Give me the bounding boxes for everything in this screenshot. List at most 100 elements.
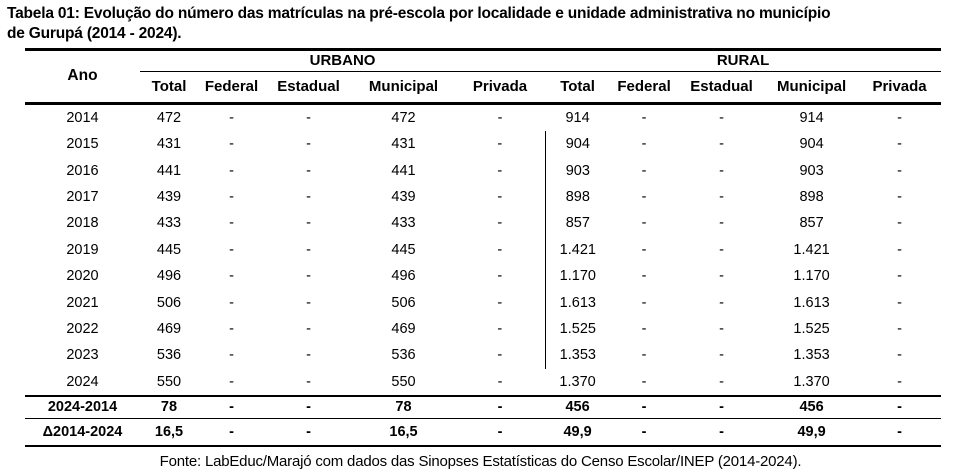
rural-total-cell: 1.421 [544,236,611,263]
table-row: 2022 469 - - 469 - 1.525 - - 1.525 - [25,315,941,343]
year-cell: 2016 [66,162,99,179]
rural-total-cell: 456 [545,395,611,419]
rural-federal-cell: - [641,189,647,206]
urbano-municipal-cell: 445 [391,241,416,258]
year-cell: 2018 [66,215,99,232]
source-note: Fonte: LabEduc/Marajó com dados das Sino… [159,452,802,470]
rural-municipal-cell: 914 [799,109,824,126]
urbano-estadual-cell: - [306,215,311,232]
table-row: 2020 496 - - 496 - 1.170 - - 1.170 - [25,263,941,290]
urbano-federal-cell: - [198,368,265,397]
year-cell: 2020 [66,268,99,285]
rural-total-cell: 898 [544,183,611,211]
rural-privada-cell: - [858,395,942,419]
table-row: 2023 536 - - 536 - 1.353 - - 1.353 - [25,342,941,369]
urbano-federal-cell: - [229,294,234,311]
rural-estadual-cell: - [719,109,724,126]
summary-label-cell: Δ2014-2024 [25,418,140,447]
rural-privada-cell: - [858,418,942,447]
summary-label-cell: 2024-2014 [25,395,140,419]
urbano-total-cell: 536 [156,347,182,364]
rural-estadual-cell: - [719,215,724,232]
urbano-privada-cell: - [455,368,546,397]
group-header-urbano: URBANO [140,47,546,72]
urbano-total-cell: 431 [156,136,182,153]
rural-municipal-cell: 1.370 [765,368,859,397]
urbano-municipal-cell: 550 [352,368,455,397]
table-row: 2014 472 - - 472 - 914 - - 914 - [25,103,941,131]
rural-privada-cell: - [897,162,902,179]
rural-privada-cell: - [897,136,902,153]
urbano-estadual-cell: - [306,320,311,337]
table-row: 2019 445 - - 445 - 1.421 - - 1.421 - [25,236,941,263]
urbano-privada-header: Privada [455,71,546,105]
urbano-estadual-cell: - [265,418,352,447]
rural-privada-cell: - [858,368,942,397]
summary-row: Δ2014-2024 16,5- -16,5-49,9- -49,9- [25,418,942,447]
urbano-total-cell: 472 [156,109,182,126]
rural-municipal-cell: 1.353 [793,347,830,364]
year-cell: 2015 [66,136,99,153]
rural-estadual-cell: - [719,136,724,153]
rural-total-cell: 49,9 [545,418,611,447]
rural-privada-cell: - [897,109,902,126]
year-cell: 2019 [66,241,99,258]
urbano-municipal-cell: 78 [352,395,455,419]
table-row: 2021 506 - - 506 - 1.613 - - 1.613 - [25,289,941,316]
table-row: 2024 550- -550-1.370- -1.370- [25,368,942,397]
rural-federal-cell: - [610,418,679,447]
year-cell: 2024 [25,368,140,397]
urbano-estadual-cell: - [306,162,311,179]
rural-estadual-cell: - [719,294,724,311]
urbano-total-cell: 439 [156,189,182,206]
rural-estadual-cell: - [678,368,766,397]
urbano-estadual-cell: - [306,294,311,311]
table-row: 2015 431 - - 431 - 904 - - 904 - [25,131,941,158]
urbano-privada-cell: - [497,241,503,258]
year-cell: 2023 [66,347,99,364]
urbano-privada-cell: - [497,320,503,337]
rural-municipal-cell: 456 [765,395,859,419]
rural-federal-cell: - [641,347,647,364]
table-header: Ano URBANO RURAL Total Federal Estadual … [25,47,942,105]
rural-federal-cell: - [641,268,647,285]
rural-federal-cell: - [641,162,647,179]
urbano-privada-cell: - [497,268,503,285]
rural-municipal-cell: 1.525 [793,320,830,337]
rural-privada-cell: - [897,215,902,232]
year-cell: 2017 [66,189,99,206]
urbano-estadual-cell: - [306,136,311,153]
rural-municipal-cell: 1.170 [793,268,830,285]
urbano-total-cell: 496 [156,268,182,285]
urbano-federal-cell: - [229,347,234,364]
year-column-header: Ano [25,47,140,105]
urbano-total-cell: 506 [156,294,182,311]
urbano-federal-cell: - [229,320,234,337]
rural-estadual-cell: - [719,347,724,364]
summary-row: 2024-2014 78- -78-456- -456- [25,395,942,419]
rural-municipal-cell: 903 [799,162,824,179]
rural-federal-header: Federal [610,71,679,105]
rural-municipal-cell: 1.613 [793,294,830,311]
table-title: Tabela 01: Evolução do número das matríc… [0,0,961,44]
urbano-municipal-cell: 469 [391,320,416,337]
urbano-privada-cell: - [455,395,546,419]
rural-privada-cell: - [897,294,902,311]
urbano-municipal-cell: 433 [391,215,416,232]
rural-municipal-cell: 857 [799,215,824,232]
table-row: 2017 439 - - 439 - 898 - - 898 - [25,183,941,211]
rural-privada-cell: - [897,268,902,285]
urbano-federal-header: Federal [198,71,265,105]
rural-federal-cell: - [641,215,647,232]
urbano-privada-cell: - [497,215,503,232]
urbano-total-cell: 441 [156,162,182,179]
subheader-row: Total Federal Estadual Municipal Privada… [25,71,942,105]
year-cell: 2022 [66,320,99,337]
urbano-estadual-cell: - [265,368,352,397]
urbano-total-header: Total [140,71,198,105]
urbano-estadual-cell: - [306,109,311,126]
rural-privada-cell: - [897,320,902,337]
urbano-total-cell: 469 [156,320,182,337]
rural-federal-cell: - [641,294,647,311]
urbano-privada-cell: - [497,294,503,311]
